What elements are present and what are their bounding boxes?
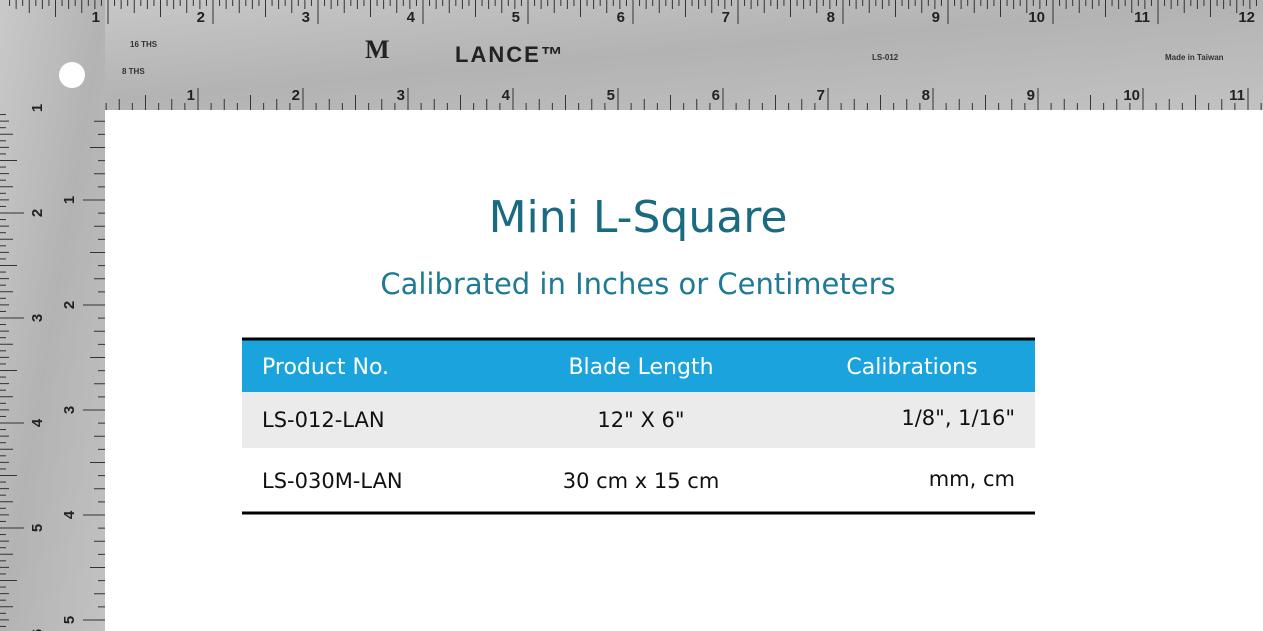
ruler-number: 4	[29, 418, 46, 427]
ruler-number: 7	[722, 9, 730, 26]
ruler-number: 11	[1134, 9, 1150, 26]
ruler-number: 10	[1123, 87, 1140, 104]
ruler-number: 9	[932, 9, 940, 26]
ruler-number: 4	[407, 9, 416, 26]
brand: LANCE™	[455, 42, 565, 67]
ruler-number: 2	[292, 87, 300, 104]
ruler-number: 4	[61, 510, 78, 519]
ruler-number: 1	[61, 196, 78, 204]
subtitle: Calibrated in Inches or Centimeters	[380, 267, 895, 301]
page: 16 THS 8 THS M LANCE™ LS-012 Made in Tai…	[0, 0, 1263, 631]
ruler-number: 11	[1229, 87, 1245, 104]
ruler-number: 5	[512, 9, 520, 26]
ruler-number: 2	[61, 301, 78, 309]
model-number: LS-012	[872, 53, 899, 62]
scale-label: 8 THS	[122, 67, 145, 76]
ruler-number: 3	[397, 87, 405, 104]
ruler-number: 1	[29, 104, 46, 112]
table-cell: 30 cm x 15 cm	[563, 469, 720, 493]
product-table: Product No. Blade Length Calibrations LS…	[242, 338, 1035, 513]
ruler-number: 6	[617, 9, 625, 26]
ruler-number: 6	[712, 87, 720, 104]
ruler-number: 8	[922, 87, 930, 104]
ruler-number: 5	[607, 87, 615, 104]
origin-label: Made in Taiwan	[1165, 53, 1224, 62]
ruler-number: 4	[502, 87, 511, 104]
table-cell: 1/8", 1/16"	[901, 406, 1015, 430]
ruler-number: 3	[61, 406, 78, 414]
l-square-ruler: 16 THS 8 THS M LANCE™ LS-012 Made in Tai…	[0, 0, 1263, 631]
scale-label: 16 THS	[130, 40, 158, 49]
table-cell: 12" X 6"	[597, 408, 684, 432]
table-header: Product No.	[262, 355, 389, 380]
ruler-number: 5	[29, 524, 46, 532]
ruler-number: 3	[29, 314, 46, 322]
title: Mini L-Square	[489, 192, 788, 243]
ruler-number: 12	[1238, 9, 1255, 26]
ruler-number: 2	[197, 9, 205, 26]
ruler-number: 1	[187, 87, 195, 104]
table-cell: LS-012-LAN	[262, 408, 385, 432]
ruler-number: 1	[92, 9, 100, 26]
ruler-number: 9	[1027, 87, 1035, 104]
ruler-number: 2	[29, 209, 46, 217]
ruler-number: 7	[817, 87, 825, 104]
ruler-number: 10	[1028, 9, 1045, 26]
table-header: Calibrations	[846, 355, 977, 380]
ruler-side-blade	[0, 0, 105, 631]
ruler-number: 3	[302, 9, 310, 26]
ruler-number: 8	[827, 9, 835, 26]
logo: M	[365, 35, 390, 64]
table-cell: mm, cm	[929, 467, 1015, 491]
ruler-number: 5	[61, 616, 78, 624]
table-header: Blade Length	[568, 355, 713, 380]
hanging-hole	[59, 62, 85, 88]
table-cell: LS-030M-LAN	[262, 469, 403, 493]
